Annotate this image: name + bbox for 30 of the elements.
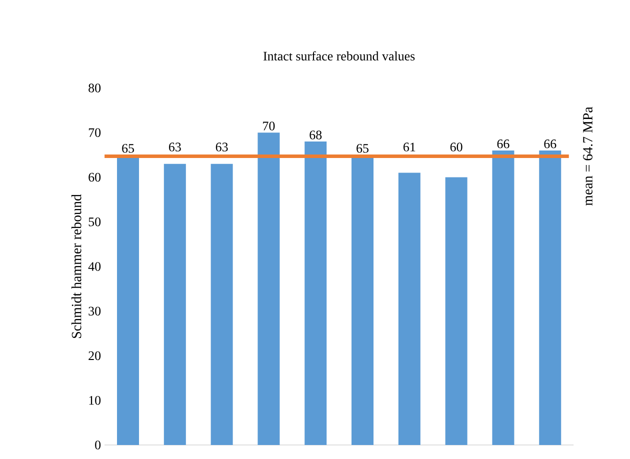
data-label: 70 bbox=[263, 122, 275, 130]
bar bbox=[398, 172, 420, 445]
bar bbox=[539, 150, 562, 445]
data-label: 65 bbox=[356, 144, 368, 153]
y-tick-label: 20 bbox=[88, 351, 101, 360]
y-tick-label: 70 bbox=[88, 128, 101, 137]
data-label: 66 bbox=[544, 140, 556, 148]
ref-line-label: mean = 64.7 MPa bbox=[583, 106, 593, 206]
data-label: 65 bbox=[122, 144, 134, 153]
y-tick-label: 50 bbox=[88, 217, 101, 226]
y-tick-label: 30 bbox=[88, 306, 101, 316]
bar bbox=[210, 164, 233, 445]
chart-title: Intact surface rebound values bbox=[263, 51, 415, 60]
y-tick-label: 0 bbox=[95, 440, 101, 450]
y-tick-label: 40 bbox=[88, 262, 101, 271]
y-tick-label: 80 bbox=[88, 84, 101, 92]
data-label: 60 bbox=[450, 142, 462, 152]
data-label: 63 bbox=[168, 142, 181, 152]
bar bbox=[492, 150, 514, 445]
y-tick-label: 10 bbox=[89, 396, 101, 405]
data-label: 66 bbox=[497, 140, 510, 148]
y-axis-title: Schmidt hammer rebound bbox=[71, 194, 82, 338]
data-label: 63 bbox=[216, 142, 228, 152]
bar bbox=[164, 164, 186, 445]
bar bbox=[258, 132, 280, 445]
data-label: 68 bbox=[310, 130, 322, 140]
data-label: 61 bbox=[404, 142, 416, 152]
y-tick-label: 60 bbox=[88, 172, 101, 182]
bar bbox=[445, 177, 468, 445]
bar bbox=[304, 142, 327, 445]
